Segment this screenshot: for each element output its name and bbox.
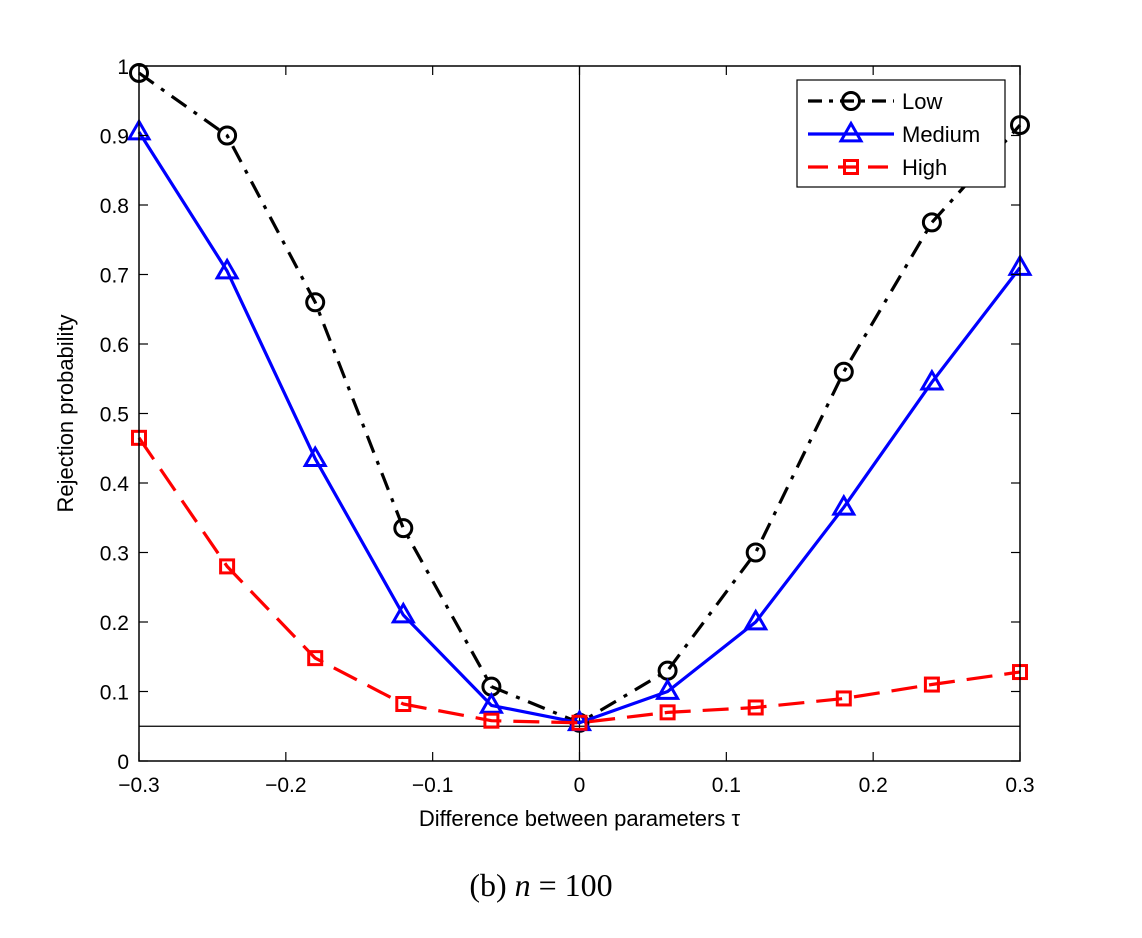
legend-label-high: High (902, 155, 947, 180)
series-line-high (137, 436, 1021, 725)
point-high-1 (219, 558, 236, 575)
reference-lines (139, 66, 1020, 761)
point-high-4 (483, 712, 500, 729)
point-low-1 (217, 125, 238, 146)
point-high-6 (659, 704, 676, 721)
point-medium-4 (478, 691, 504, 714)
y-tick-label: 0.8 (100, 195, 129, 218)
y-tick-label: 0.6 (100, 334, 129, 357)
point-medium-3 (390, 601, 416, 624)
point-low-9 (921, 212, 942, 233)
y-tick-label: 0.2 (100, 612, 129, 635)
legend: Low Medium High (796, 79, 1006, 188)
y-tick-label: 1 (117, 56, 129, 79)
caption-variable: n (515, 867, 531, 903)
legend-item-low: Low (808, 89, 942, 114)
legend-marker-high (843, 159, 859, 175)
figure-caption: (b) n = 100 (469, 867, 612, 903)
y-tick-label: 0 (117, 751, 129, 774)
point-medium-7 (743, 608, 769, 631)
caption-prefix: (b) (469, 867, 514, 903)
x-tick-label: −0.2 (265, 774, 306, 797)
point-low-2 (305, 292, 326, 313)
x-tick-label: −0.1 (412, 774, 453, 797)
point-low-3 (393, 518, 414, 539)
x-tick-label: 0.1 (712, 774, 741, 797)
point-high-8 (835, 690, 852, 707)
legend-item-high: High (808, 155, 947, 180)
legend-label-low: Low (902, 89, 942, 114)
series-line-medium (137, 131, 1022, 725)
y-tick-label: 0.5 (100, 404, 129, 427)
point-medium-1 (214, 257, 240, 280)
point-medium-9 (919, 368, 945, 391)
point-low-8 (833, 361, 854, 382)
point-medium-2 (302, 445, 328, 467)
x-tick-label: 0.3 (1005, 774, 1034, 797)
point-low-7 (745, 542, 766, 563)
y-tick-label: 0.3 (100, 543, 129, 566)
point-medium-6 (655, 677, 681, 700)
axes: −0.3 −0.2 −0.1 0 0.1 0.2 0.3 0 0.1 0.2 0.3 0.4 0.5 0.… (100, 56, 1035, 797)
y-tick-label: 0.9 (100, 126, 129, 149)
x-tick-label: 0.2 (859, 774, 888, 797)
caption-value: = 100 (531, 867, 613, 903)
point-high-3 (395, 696, 412, 713)
legend-marker-medium (838, 120, 864, 143)
series-layer (126, 62, 1033, 733)
y-tick-label: 0.1 (100, 682, 129, 705)
series-high (131, 429, 1028, 731)
y-tick-label: 0.4 (100, 473, 130, 496)
y-tick-label: 0.7 (100, 265, 129, 288)
y-axis-label: Rejection probability (53, 314, 78, 512)
point-high-9 (923, 676, 940, 693)
x-axis-label: Difference between parameters τ (419, 806, 741, 831)
point-high-7 (747, 699, 764, 716)
legend-marker-low (841, 91, 861, 111)
point-medium-8 (831, 493, 857, 516)
legend-item-medium: Medium (808, 120, 980, 147)
x-tick-label: 0 (574, 774, 586, 797)
legend-label-medium: Medium (902, 122, 980, 147)
x-tick-label: −0.3 (118, 774, 159, 797)
point-high-5 (571, 714, 588, 731)
point-high-2 (307, 650, 324, 667)
